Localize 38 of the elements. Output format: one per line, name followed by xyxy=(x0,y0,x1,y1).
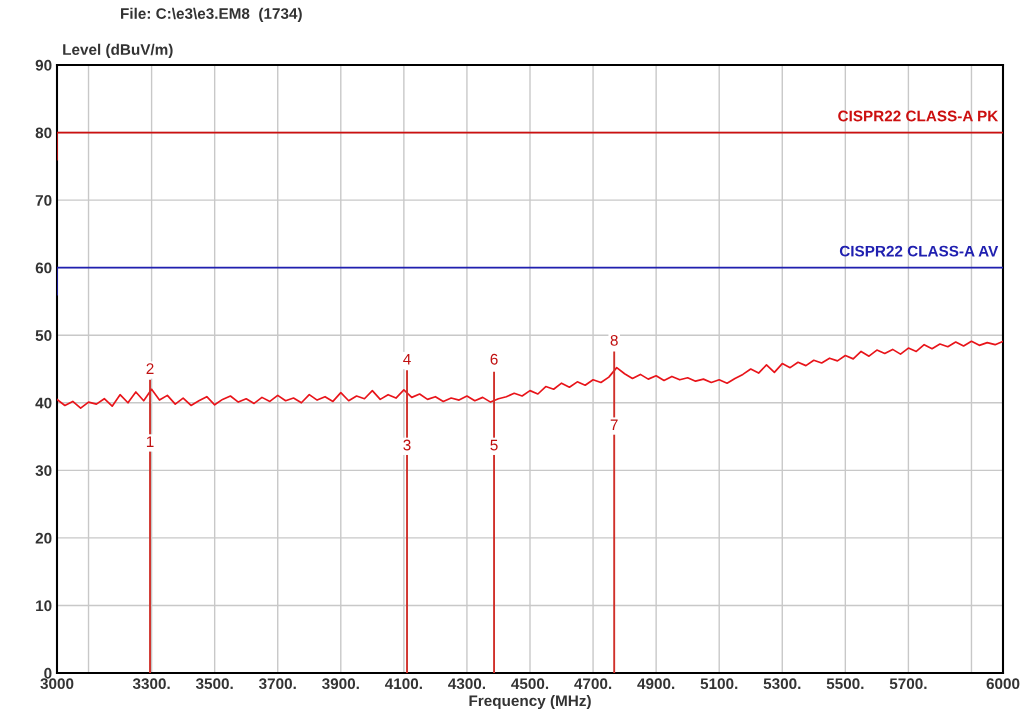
x-tick-label: 4700. xyxy=(574,678,612,690)
y-tick-label: 20 xyxy=(35,532,52,544)
y-tick-label: 60 xyxy=(35,262,52,274)
annotation: 7 xyxy=(610,419,618,431)
x-tick-label: 4900. xyxy=(637,678,675,690)
x-tick-label: 3300. xyxy=(132,678,170,690)
x-tick-label: 5700. xyxy=(889,678,927,690)
y-tick-label: 80 xyxy=(35,127,52,139)
y-tick-label: 70 xyxy=(35,194,52,206)
y-tick-label: 40 xyxy=(35,397,52,409)
y-tick-label: 10 xyxy=(36,600,52,612)
series-label: CISPR22 CLASS-A PK xyxy=(838,110,999,122)
y-tick-label: 30 xyxy=(35,465,52,477)
x-tick-label: 6000 xyxy=(986,678,1020,690)
y-tick-label: 50 xyxy=(35,330,52,341)
chart-title: File: C:\e3\e3.EM8 (1734) xyxy=(121,7,302,22)
x-tick-label: 5500. xyxy=(826,678,864,690)
annotation: 6 xyxy=(490,353,498,365)
annotation: 1 xyxy=(146,436,154,447)
x-tick-label: 4500. xyxy=(511,678,549,690)
annotation: 3 xyxy=(403,439,411,451)
x-tick-label: 4100. xyxy=(384,678,422,690)
x-tick-label: 5300. xyxy=(763,678,801,690)
annotation: 4 xyxy=(403,353,411,365)
x-tick-label: 5100. xyxy=(700,678,738,690)
x-axis-title: Frequency (MHz) xyxy=(469,694,591,710)
annotation: 2 xyxy=(146,363,154,374)
annotation: 8 xyxy=(610,334,618,346)
y-tick-label: 90 xyxy=(35,59,52,71)
x-tick-label: 4300. xyxy=(448,678,485,690)
annotation: 5 xyxy=(490,439,498,451)
y-axis-title: Level (dBuV/m) xyxy=(63,43,173,58)
x-tick-label: 3500. xyxy=(195,678,233,690)
series-label: CISPR22 CLASS-A AV xyxy=(839,245,999,257)
x-tick-label: 3900. xyxy=(322,678,359,690)
y-tick-label: 0 xyxy=(44,667,52,679)
x-tick-label: 3000 xyxy=(40,678,74,690)
x-tick-label: 3700. xyxy=(258,678,296,690)
